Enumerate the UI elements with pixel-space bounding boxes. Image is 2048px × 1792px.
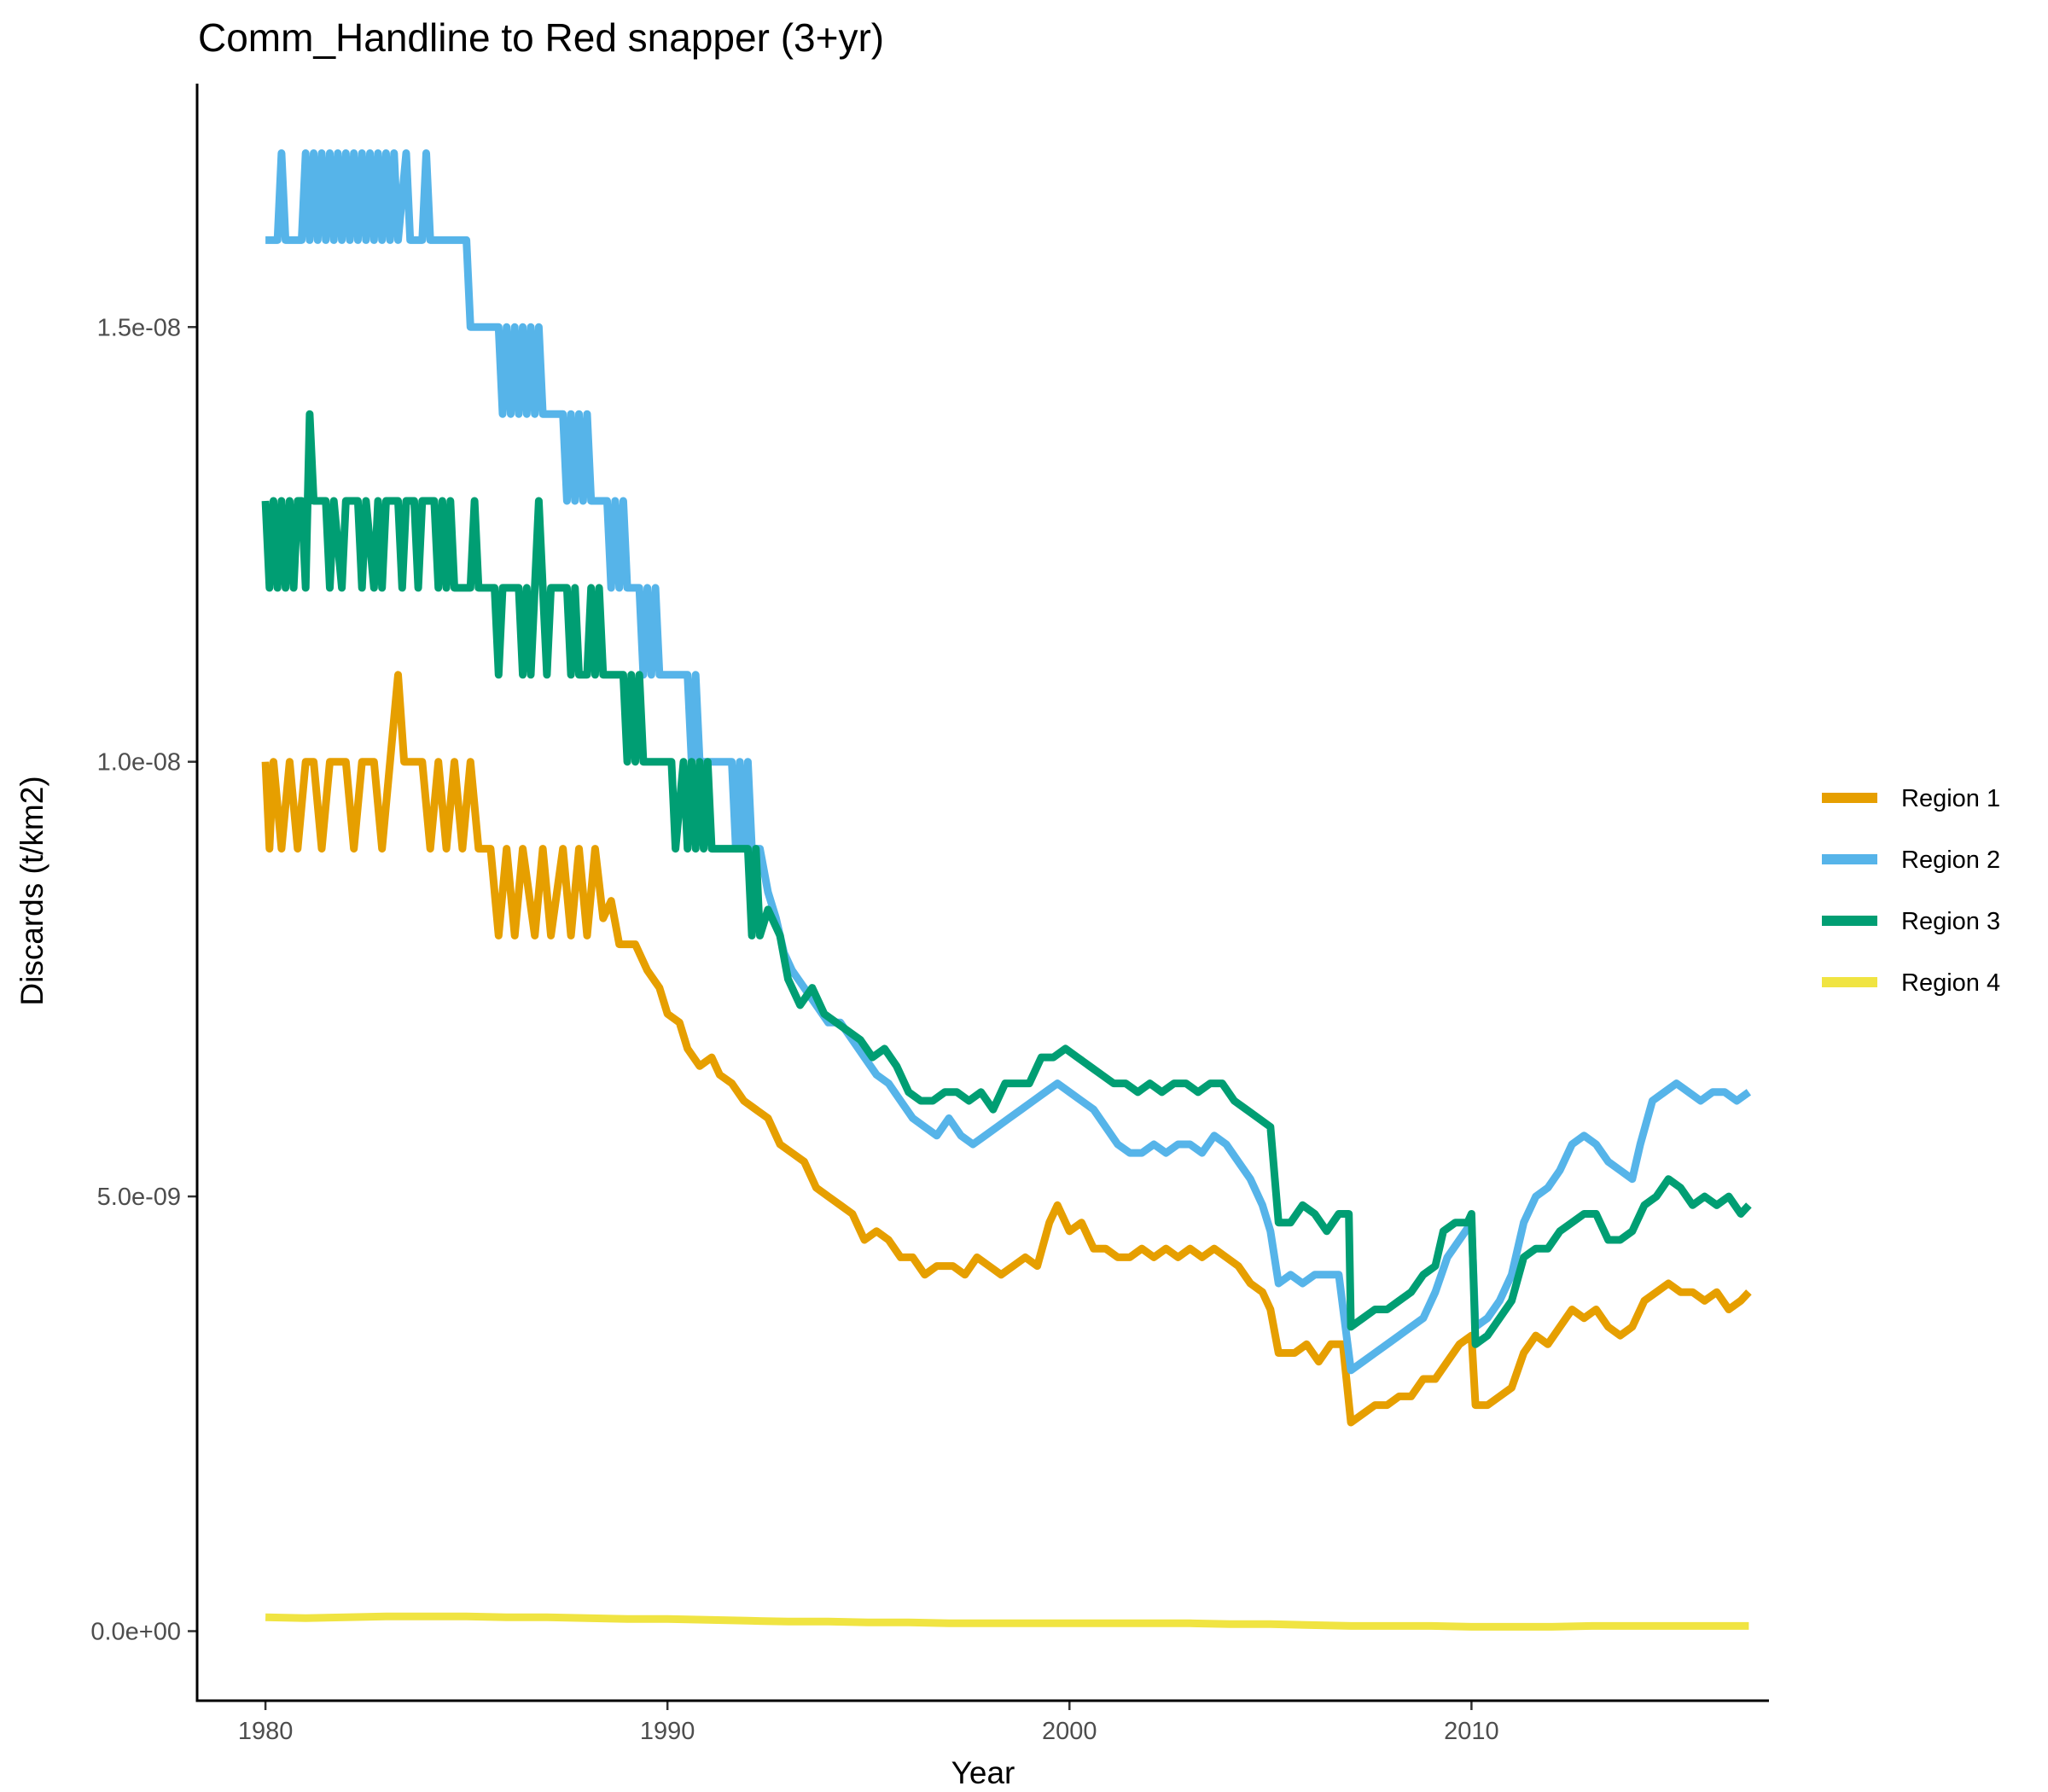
legend-label: Region 1 [1901, 785, 2000, 812]
series-line-region-2 [265, 149, 1752, 1375]
series-line-region-3 [261, 410, 1752, 1348]
series-lines [261, 149, 1752, 1631]
x-axis-title: Year [951, 1755, 1015, 1790]
chart-title: Comm_Handline to Red snapper (3+yr) [198, 15, 884, 60]
series-line-region-1 [261, 671, 1752, 1427]
x-tick-label: 2010 [1444, 1718, 1499, 1745]
legend: Region 1 Region 2 Region 3 Region 4 [1822, 785, 2000, 997]
x-tick-label: 2000 [1042, 1718, 1097, 1745]
y-axis-title: Discards (t/km2) [15, 776, 49, 1005]
y-axis: 0.0e+00 5.0e-09 1.0e-08 1.5e-08 [90, 314, 197, 1645]
legend-label: Region 4 [1901, 969, 2000, 997]
y-tick-label: 5.0e-09 [97, 1184, 181, 1211]
x-tick-label: 1990 [640, 1718, 695, 1745]
legend-label: Region 2 [1901, 847, 2000, 874]
y-tick-label: 1.5e-08 [97, 314, 181, 341]
legend-label: Region 3 [1901, 908, 2000, 935]
x-tick-label: 1980 [238, 1718, 294, 1745]
x-axis: 1980 1990 2000 2010 [238, 1701, 1499, 1745]
y-tick-label: 0.0e+00 [90, 1618, 181, 1645]
series-line-region-4 [265, 1612, 1749, 1631]
y-tick-label: 1.0e-08 [97, 749, 181, 777]
